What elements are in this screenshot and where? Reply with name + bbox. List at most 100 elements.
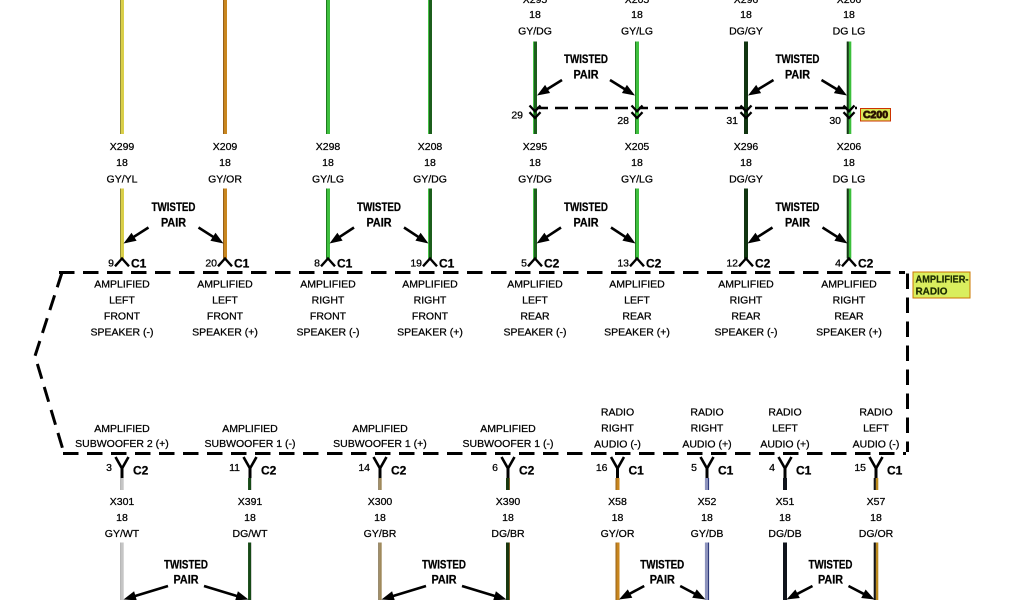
svg-text:AMPLIFIED: AMPLIFIED xyxy=(821,279,877,291)
svg-text:C2: C2 xyxy=(391,464,407,478)
svg-text:16: 16 xyxy=(596,462,608,474)
svg-text:PAIR: PAIR xyxy=(161,218,187,230)
svg-text:PAIR: PAIR xyxy=(785,218,811,230)
svg-text:LEFT: LEFT xyxy=(109,295,135,307)
svg-text:11: 11 xyxy=(229,462,240,474)
svg-text:SPEAKER (+): SPEAKER (+) xyxy=(397,327,463,339)
svg-text:X206: X206 xyxy=(837,141,862,153)
svg-text:TWISTED: TWISTED xyxy=(640,560,684,572)
svg-text:AMPLIFIED: AMPLIFIED xyxy=(94,279,150,291)
svg-text:18: 18 xyxy=(244,512,256,524)
svg-text:8: 8 xyxy=(314,258,320,270)
svg-text:GY/LG: GY/LG xyxy=(621,174,653,186)
svg-text:X295: X295 xyxy=(523,141,548,153)
svg-text:TWISTED: TWISTED xyxy=(564,202,608,214)
svg-text:30: 30 xyxy=(829,115,841,127)
svg-text:X209: X209 xyxy=(213,141,238,153)
svg-text:X208: X208 xyxy=(418,141,443,153)
svg-text:FRONT: FRONT xyxy=(412,311,449,323)
svg-text:31: 31 xyxy=(726,115,738,127)
svg-text:18: 18 xyxy=(870,512,882,524)
svg-text:14: 14 xyxy=(358,462,370,474)
svg-text:AUDIO (+): AUDIO (+) xyxy=(760,439,809,451)
svg-text:20: 20 xyxy=(205,258,217,270)
svg-text:18: 18 xyxy=(374,512,386,524)
svg-text:GY/DB: GY/DB xyxy=(691,528,724,540)
svg-text:AMPLIFIED: AMPLIFIED xyxy=(402,279,458,291)
svg-text:18: 18 xyxy=(631,9,643,21)
svg-text:GY/DG: GY/DG xyxy=(518,174,552,186)
svg-text:RIGHT: RIGHT xyxy=(414,295,447,307)
svg-text:GY/OR: GY/OR xyxy=(208,174,242,186)
svg-text:C2: C2 xyxy=(519,464,535,478)
svg-text:SPEAKER (+): SPEAKER (+) xyxy=(192,327,258,339)
svg-text:18: 18 xyxy=(843,157,855,169)
svg-text:X301: X301 xyxy=(110,496,135,508)
svg-text:SPEAKER (-): SPEAKER (-) xyxy=(296,327,359,339)
svg-text:DG/OR: DG/OR xyxy=(859,528,894,540)
svg-text:FRONT: FRONT xyxy=(310,311,347,323)
svg-text:X51: X51 xyxy=(776,496,795,508)
svg-text:C200: C200 xyxy=(863,109,888,121)
svg-text:PAIR: PAIR xyxy=(432,575,458,587)
svg-text:18: 18 xyxy=(322,157,334,169)
svg-text:SUBWOOFER 1 (+): SUBWOOFER 1 (+) xyxy=(333,438,427,450)
svg-text:DG/WT: DG/WT xyxy=(233,528,269,540)
svg-text:C2: C2 xyxy=(646,257,662,271)
svg-text:AUDIO (-): AUDIO (-) xyxy=(594,439,641,451)
svg-text:TWISTED: TWISTED xyxy=(776,54,820,66)
svg-text:18: 18 xyxy=(740,9,752,21)
svg-text:SPEAKER (+): SPEAKER (+) xyxy=(816,327,882,339)
svg-text:DG/GY: DG/GY xyxy=(729,26,763,38)
svg-text:TWISTED: TWISTED xyxy=(422,560,466,572)
svg-text:X206: X206 xyxy=(837,0,862,6)
svg-text:PAIR: PAIR xyxy=(818,575,844,587)
svg-text:C1: C1 xyxy=(131,257,147,271)
svg-text:GY/DG: GY/DG xyxy=(518,26,552,38)
svg-text:C2: C2 xyxy=(261,464,277,478)
svg-text:GY/LG: GY/LG xyxy=(312,174,344,186)
svg-text:X298: X298 xyxy=(316,141,341,153)
svg-text:C2: C2 xyxy=(544,257,560,271)
svg-text:AUDIO (-): AUDIO (-) xyxy=(853,439,900,451)
svg-text:3: 3 xyxy=(106,462,112,474)
svg-text:GY/YL: GY/YL xyxy=(107,174,138,186)
svg-text:RIGHT: RIGHT xyxy=(601,423,634,435)
svg-text:DG/DB: DG/DB xyxy=(768,528,801,540)
svg-text:X295: X295 xyxy=(523,0,548,6)
svg-text:AUDIO (+): AUDIO (+) xyxy=(682,439,731,451)
svg-text:GY/OR: GY/OR xyxy=(601,528,635,540)
svg-text:SUBWOOFER 1 (-): SUBWOOFER 1 (-) xyxy=(463,438,554,450)
svg-text:C1: C1 xyxy=(439,257,455,271)
svg-text:SUBWOOFER 1 (-): SUBWOOFER 1 (-) xyxy=(205,438,296,450)
svg-text:TWISTED: TWISTED xyxy=(809,560,853,572)
svg-text:6: 6 xyxy=(492,462,498,474)
svg-text:AMPLIFIED: AMPLIFIED xyxy=(352,423,408,435)
svg-text:RADIO: RADIO xyxy=(859,407,892,419)
svg-text:X299: X299 xyxy=(110,141,135,153)
svg-text:18: 18 xyxy=(779,512,791,524)
svg-text:REAR: REAR xyxy=(622,311,652,323)
svg-text:18: 18 xyxy=(701,512,713,524)
svg-text:18: 18 xyxy=(219,157,231,169)
svg-text:PAIR: PAIR xyxy=(367,218,393,230)
svg-text:PAIR: PAIR xyxy=(574,218,600,230)
svg-text:SPEAKER (-): SPEAKER (-) xyxy=(714,327,777,339)
svg-text:15: 15 xyxy=(854,462,866,474)
svg-text:18: 18 xyxy=(116,157,128,169)
svg-text:AMPLIFIED: AMPLIFIED xyxy=(507,279,563,291)
svg-text:18: 18 xyxy=(424,157,436,169)
svg-text:18: 18 xyxy=(843,9,855,21)
svg-text:X52: X52 xyxy=(698,496,717,508)
svg-text:GY/WT: GY/WT xyxy=(105,528,140,540)
svg-text:C1: C1 xyxy=(337,257,353,271)
svg-text:C2: C2 xyxy=(755,257,771,271)
svg-text:AMPLIFIED: AMPLIFIED xyxy=(480,423,536,435)
svg-text:19: 19 xyxy=(410,258,422,270)
svg-text:5: 5 xyxy=(521,258,527,270)
svg-text:C2: C2 xyxy=(858,257,874,271)
svg-text:X296: X296 xyxy=(734,0,759,6)
svg-text:SPEAKER (-): SPEAKER (-) xyxy=(503,327,566,339)
svg-text:SUBWOOFER 2 (+): SUBWOOFER 2 (+) xyxy=(75,438,169,450)
svg-text:C1: C1 xyxy=(718,464,734,478)
